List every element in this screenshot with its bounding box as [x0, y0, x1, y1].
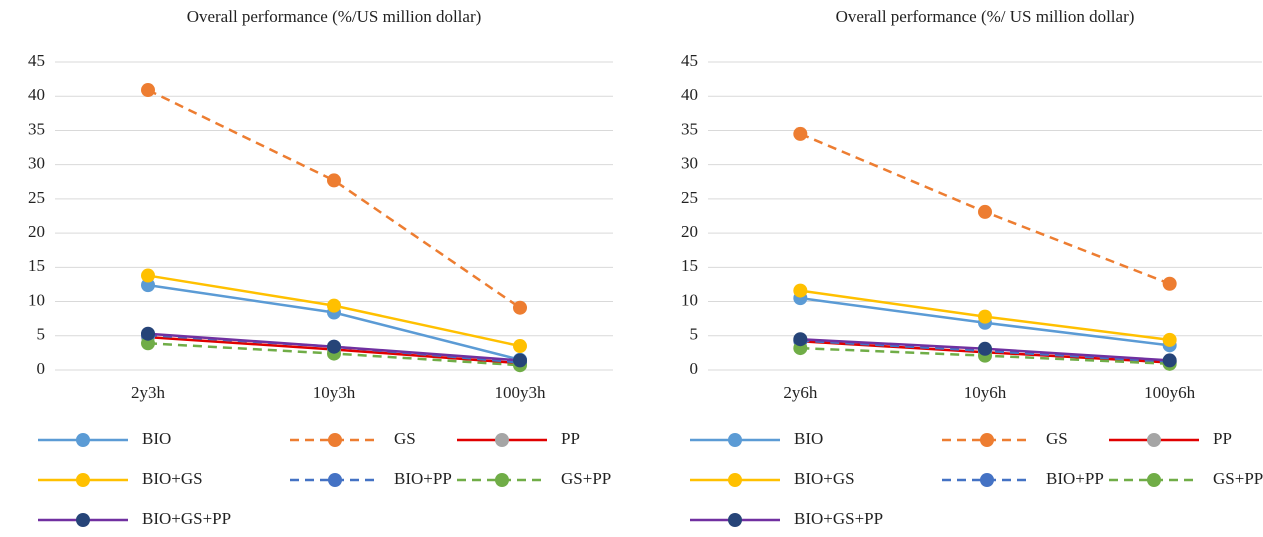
- legend-label: BIO: [794, 429, 823, 448]
- x-tick-label: 100y6h: [1144, 383, 1196, 402]
- y-tick-label: 35: [28, 119, 45, 138]
- legend-marker: [728, 513, 742, 527]
- y-tick-label: 35: [681, 119, 698, 138]
- legend-label: BIO+GS+PP: [142, 509, 231, 528]
- y-tick-label: 10: [681, 290, 698, 309]
- legend-label: GS+PP: [1213, 469, 1263, 488]
- point: [978, 204, 992, 219]
- chart-title: Overall performance (%/ US million dolla…: [836, 7, 1135, 26]
- legend-marker: [1147, 433, 1161, 447]
- point: [793, 332, 808, 347]
- legend-label: PP: [561, 429, 580, 448]
- y-tick-label: 10: [28, 290, 45, 309]
- y-tick-label: 0: [37, 359, 46, 378]
- x-tick-label: 10y6h: [964, 383, 1007, 402]
- legend-marker: [980, 433, 994, 447]
- point: [513, 353, 527, 368]
- legend-marker: [728, 473, 742, 487]
- point: [141, 268, 155, 283]
- point: [327, 298, 341, 313]
- legend-label: GS: [394, 429, 416, 448]
- legend-marker: [980, 473, 994, 487]
- legend-marker: [76, 433, 90, 447]
- legend-label: BIO+GS+PP: [794, 509, 883, 528]
- legend-marker: [328, 433, 342, 447]
- x-tick-label: 100y3h: [495, 383, 547, 402]
- legend-marker: [1147, 473, 1161, 487]
- legend-marker: [495, 433, 509, 447]
- y-tick-label: 5: [37, 325, 46, 344]
- series-line: [147, 88, 521, 309]
- legend-label: BIO: [142, 429, 171, 448]
- y-tick-label: 15: [28, 256, 45, 275]
- legend-label: BIO+GS: [794, 469, 855, 488]
- legend-label: BIO+PP: [394, 469, 452, 488]
- legend-label: PP: [1213, 429, 1232, 448]
- y-tick-label: 45: [28, 51, 45, 70]
- point: [1162, 276, 1177, 291]
- y-tick-label: 40: [28, 85, 45, 104]
- y-tick-label: 45: [681, 51, 698, 70]
- y-tick-label: 40: [681, 85, 698, 104]
- y-tick-label: 25: [28, 188, 45, 207]
- point: [793, 126, 808, 141]
- point: [1162, 353, 1177, 368]
- legend-marker: [76, 473, 90, 487]
- y-tick-label: 30: [681, 154, 698, 173]
- point: [327, 339, 341, 354]
- point: [327, 173, 341, 188]
- legend-label: BIO+GS: [142, 469, 203, 488]
- legend-marker: [328, 473, 342, 487]
- legend-label: GS+PP: [561, 469, 611, 488]
- y-tick-label: 15: [681, 256, 698, 275]
- chart-title: Overall performance (%/US million dollar…: [187, 7, 482, 26]
- legend-label: BIO+PP: [1046, 469, 1104, 488]
- y-tick-label: 20: [681, 222, 698, 241]
- point: [793, 283, 808, 298]
- point: [978, 341, 992, 356]
- point: [1162, 332, 1177, 347]
- legend-marker: [728, 433, 742, 447]
- point: [513, 300, 527, 315]
- legend-marker: [76, 513, 90, 527]
- y-tick-label: 25: [681, 188, 698, 207]
- x-tick-label: 10y3h: [313, 383, 356, 402]
- legend-marker: [495, 473, 509, 487]
- y-tick-label: 30: [28, 154, 45, 173]
- point: [978, 309, 992, 324]
- legend-label: GS: [1046, 429, 1068, 448]
- x-tick-label: 2y3h: [131, 383, 166, 402]
- y-tick-label: 5: [690, 325, 699, 344]
- point: [141, 278, 155, 293]
- y-tick-label: 0: [690, 359, 699, 378]
- y-tick-label: 20: [28, 222, 45, 241]
- point: [141, 83, 155, 98]
- point: [141, 326, 155, 341]
- x-tick-label: 2y6h: [783, 383, 818, 402]
- point: [141, 336, 155, 351]
- point: [513, 339, 527, 354]
